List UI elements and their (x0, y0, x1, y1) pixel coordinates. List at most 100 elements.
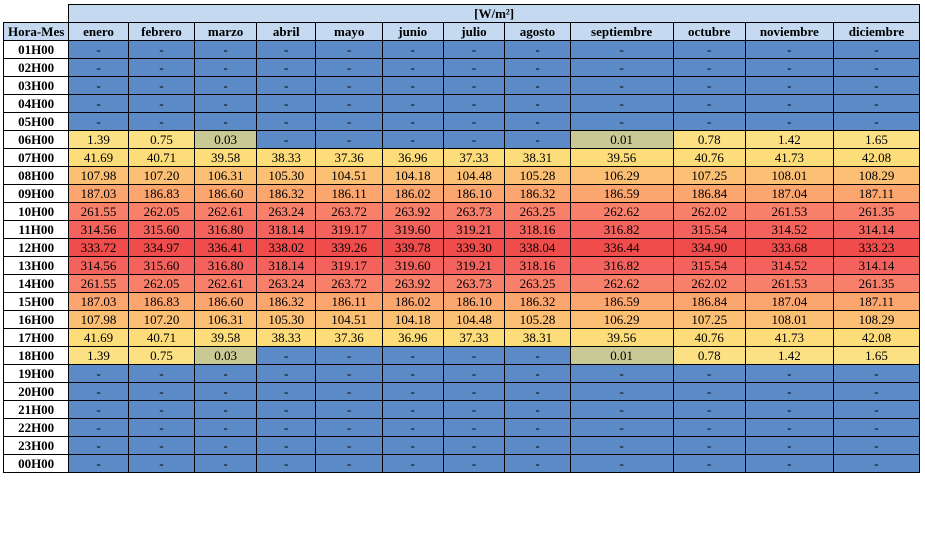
value-cell: - (315, 454, 383, 473)
value-cell: 37.33 (442, 148, 506, 167)
value-cell: - (832, 40, 921, 59)
value-cell: 41.73 (744, 148, 834, 167)
value-cell: 186.10 (442, 184, 506, 203)
value-cell: 1.65 (832, 346, 921, 365)
value-cell: 263.72 (315, 202, 383, 221)
value-cell: 333.68 (744, 238, 834, 257)
table-row: 20H00- - - - - - - - - - - - (2, 382, 921, 401)
value-cell: 314.56 (68, 256, 129, 275)
value-cell: - (315, 76, 383, 95)
month-header: febrero (127, 22, 196, 41)
value-cell: - (744, 382, 834, 401)
value-cell: - (504, 400, 571, 419)
hour-label: 18H00 (2, 346, 70, 365)
value-cell: - (569, 112, 674, 131)
value-cell: - (68, 418, 129, 437)
hour-label: 13H00 (2, 256, 70, 275)
value-cell: - (672, 112, 746, 131)
value-cell: - (744, 112, 834, 131)
value-cell: - (255, 94, 317, 113)
value-cell: - (569, 436, 674, 455)
value-cell: - (127, 94, 196, 113)
value-cell: - (442, 436, 506, 455)
value-cell: 1.39 (68, 346, 129, 365)
value-cell: - (504, 58, 571, 77)
unit-row: [W/m²] (3, 4, 920, 23)
value-cell: - (381, 382, 444, 401)
hour-label: 17H00 (2, 328, 70, 347)
value-cell: 1.39 (68, 130, 129, 149)
value-cell: - (569, 454, 674, 473)
value-cell: - (744, 40, 834, 59)
value-cell: - (127, 112, 196, 131)
value-cell: 38.31 (504, 148, 571, 167)
value-cell: 107.25 (672, 310, 746, 329)
hour-label: 12H00 (2, 238, 70, 257)
value-cell: - (504, 454, 571, 473)
hour-label: 15H00 (2, 292, 70, 311)
value-cell: 0.03 (194, 346, 257, 365)
value-cell: 262.61 (194, 202, 257, 221)
value-cell: 41.69 (68, 328, 129, 347)
value-cell: - (442, 454, 506, 473)
value-cell: 263.25 (504, 274, 571, 293)
value-cell: - (255, 112, 317, 131)
value-cell: 334.90 (672, 238, 746, 257)
value-cell: 263.24 (255, 202, 317, 221)
value-cell: - (315, 418, 383, 437)
table-row: 02H00- - - - - - - - - - - - (2, 58, 921, 77)
value-cell: - (381, 436, 444, 455)
value-cell: - (315, 400, 383, 419)
value-cell: 1.42 (744, 130, 834, 149)
value-cell: - (672, 400, 746, 419)
hour-label: 14H00 (2, 274, 70, 293)
value-cell: - (315, 436, 383, 455)
month-header: junio (381, 22, 444, 41)
table-row: 16H00 107.98 107.20 106.31 105.30 104.51 104.1… (2, 310, 921, 329)
value-cell: - (832, 418, 921, 437)
value-cell: - (832, 112, 921, 131)
value-cell: 186.02 (381, 184, 444, 203)
value-cell: - (381, 112, 444, 131)
corner-blank-cell (3, 4, 70, 23)
value-cell: - (255, 454, 317, 473)
value-cell: - (504, 112, 571, 131)
value-cell: - (381, 130, 444, 149)
value-cell: 104.51 (315, 166, 383, 185)
value-cell: 38.33 (255, 148, 317, 167)
value-cell: - (194, 400, 257, 419)
value-cell: 262.62 (569, 274, 674, 293)
value-cell: 315.60 (127, 256, 196, 275)
value-cell: 336.44 (569, 238, 674, 257)
value-cell: 39.58 (194, 148, 257, 167)
hour-label: 04H00 (2, 94, 70, 113)
hour-label: 11H00 (2, 220, 70, 239)
table-row: 07H00 41.69 40.71 39.58 38.33 37.36 36.96 37.33… (2, 148, 921, 167)
value-cell: 262.61 (194, 274, 257, 293)
value-cell: - (504, 436, 571, 455)
value-cell: - (127, 400, 196, 419)
table-row: 06H00 1.39 0.75 0.03- - - - -0.01 0.78 1.42 1.65 (2, 130, 921, 149)
value-cell: 318.16 (504, 256, 571, 275)
value-cell: 39.56 (569, 148, 674, 167)
irradiance-table-container: [W/m²] Hora-Mes enero febrero marzo abril ma… (2, 4, 921, 473)
value-cell: 186.11 (315, 184, 383, 203)
value-cell: 1.42 (744, 346, 834, 365)
month-header: diciembre (832, 22, 921, 41)
month-header: marzo (194, 22, 257, 41)
value-cell: - (381, 400, 444, 419)
value-cell: - (504, 40, 571, 59)
value-cell: 186.83 (127, 292, 196, 311)
table-row: 04H00- - - - - - - - - - - - (2, 94, 921, 113)
table-row: 10H00 261.55 262.05 262.61 263.24 263.72 263.9… (2, 202, 921, 221)
value-cell: - (194, 454, 257, 473)
value-cell: - (744, 58, 834, 77)
value-cell: 319.17 (315, 256, 383, 275)
value-cell: - (255, 40, 317, 59)
value-cell: 338.04 (504, 238, 571, 257)
value-cell: - (672, 382, 746, 401)
value-cell: 261.55 (68, 202, 129, 221)
value-cell: 42.08 (832, 148, 921, 167)
value-cell: 314.14 (832, 220, 921, 239)
value-cell: 40.71 (127, 148, 196, 167)
